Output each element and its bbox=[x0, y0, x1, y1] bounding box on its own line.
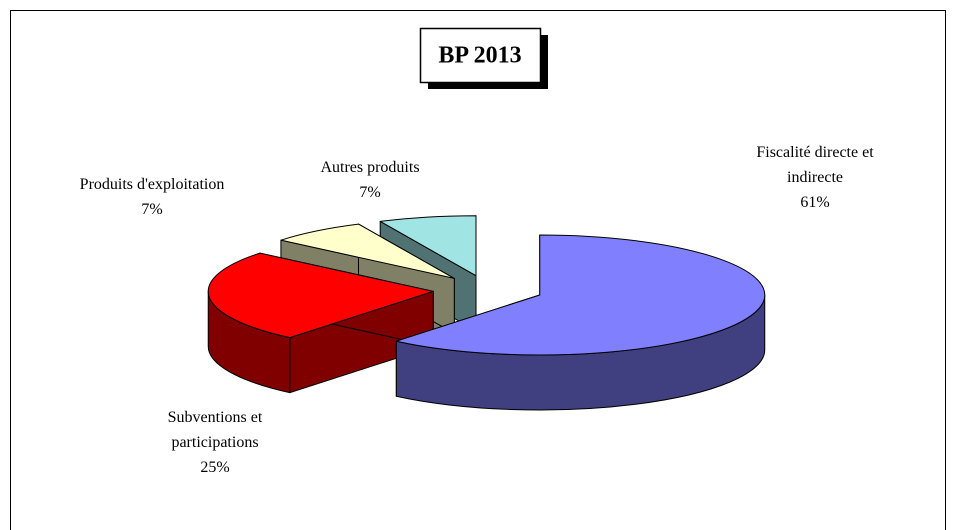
slice-label: Autres produits 7% bbox=[300, 155, 440, 205]
slice-label: Fiscalité directe et indirecte 61% bbox=[730, 140, 900, 215]
value-label: 25% bbox=[200, 459, 230, 476]
slice-label: Produits d'exploitation 7% bbox=[52, 172, 252, 222]
slice bbox=[280, 223, 455, 279]
category-label: Produits d'exploitation bbox=[79, 176, 225, 193]
value-label: 7% bbox=[141, 201, 163, 218]
slice bbox=[207, 252, 434, 339]
slice-label: Subventions et participations 25% bbox=[145, 405, 285, 480]
slice bbox=[395, 234, 766, 411]
value-label: 61% bbox=[800, 194, 830, 211]
slice bbox=[379, 215, 477, 277]
category-label: Autres produits bbox=[320, 159, 420, 176]
slice bbox=[395, 234, 766, 356]
category-label: Subventions et participations bbox=[167, 409, 263, 451]
chart-frame bbox=[10, 10, 946, 530]
pie bbox=[207, 215, 766, 411]
category-label: Fiscalité directe et indirecte bbox=[756, 144, 874, 186]
value-label: 7% bbox=[359, 184, 381, 201]
title-box bbox=[419, 27, 542, 84]
slice bbox=[207, 252, 434, 394]
chart-title: BP 2013 bbox=[438, 43, 521, 69]
